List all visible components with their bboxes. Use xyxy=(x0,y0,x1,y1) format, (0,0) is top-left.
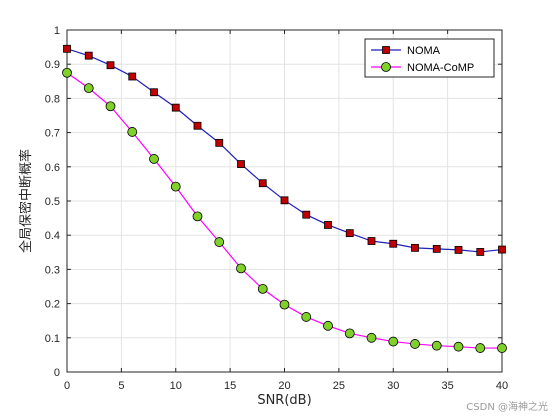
data-point-noma-comp xyxy=(170,181,181,192)
data-point-noma xyxy=(237,160,245,168)
data-point-noma xyxy=(84,51,93,60)
y-tick-label: 0.8 xyxy=(45,93,60,105)
y-tick-label: 0.9 xyxy=(45,59,60,71)
y-tick-label: 0 xyxy=(54,367,60,379)
data-point-noma xyxy=(106,61,115,70)
x-tick-label: 35 xyxy=(442,380,454,392)
x-axis-label: SNR(dB) xyxy=(257,393,311,408)
data-point-noma-comp xyxy=(236,263,246,274)
legend-label-noma: NOMA xyxy=(407,45,441,57)
data-point-noma xyxy=(258,179,267,188)
data-point-noma xyxy=(389,239,398,248)
axis-ticks: 0 5 10 15 20 25 30 35 40 0 0.1 0.2 0.3 0.4 0.5 0.6 0.7 0.… xyxy=(45,25,508,392)
x-tick-label: 40 xyxy=(496,380,508,392)
data-point-noma-comp xyxy=(431,340,442,351)
data-point-noma xyxy=(280,196,289,205)
x-tick-label: 20 xyxy=(278,380,290,392)
data-point-noma xyxy=(324,221,332,229)
data-point-noma xyxy=(302,210,311,219)
data-point-noma-comp xyxy=(257,283,268,294)
y-tick-label: 0.1 xyxy=(45,333,60,345)
data-point-noma-comp xyxy=(127,127,138,137)
data-point-noma xyxy=(367,237,376,245)
data-point-noma xyxy=(215,138,224,147)
x-tick-label: 0 xyxy=(64,380,70,392)
y-tick-label: 0.7 xyxy=(45,128,60,140)
data-point-noma xyxy=(193,121,202,130)
data-point-noma-comp xyxy=(83,83,94,94)
legend-label-noma-comp: NOMA-CoMP xyxy=(407,62,474,74)
x-tick-label: 30 xyxy=(387,380,399,392)
data-point-noma-comp xyxy=(344,328,355,339)
data-point-noma-comp xyxy=(475,343,486,353)
legend-marker-noma-comp xyxy=(381,62,391,72)
data-point-noma-comp xyxy=(149,154,159,164)
y-tick-label: 0.2 xyxy=(45,299,60,311)
series-layer xyxy=(62,44,507,353)
data-point-noma xyxy=(171,103,180,112)
x-tick-label: 10 xyxy=(170,380,182,392)
data-point-noma xyxy=(411,243,419,252)
data-point-noma xyxy=(454,246,463,254)
legend-marker-noma xyxy=(382,46,390,54)
data-point-noma xyxy=(63,44,71,53)
grid xyxy=(67,30,502,372)
data-point-noma-comp xyxy=(323,320,333,331)
x-tick-label: 15 xyxy=(224,380,236,392)
data-point-noma xyxy=(150,88,158,97)
data-point-noma-comp xyxy=(62,67,72,78)
data-point-noma xyxy=(345,229,354,238)
data-point-noma-comp xyxy=(388,336,399,347)
data-point-noma-comp xyxy=(366,332,377,343)
y-tick-label: 1 xyxy=(54,25,60,37)
y-axis-label: 全局保密中断概率 xyxy=(18,149,34,253)
y-tick-label: 0.4 xyxy=(45,230,60,242)
y-tick-label: 0.6 xyxy=(45,162,60,174)
data-point-noma-comp xyxy=(214,237,225,247)
data-point-noma xyxy=(498,245,506,254)
data-point-noma-comp xyxy=(192,211,203,222)
data-point-noma-comp xyxy=(453,341,464,352)
y-tick-label: 0.5 xyxy=(45,196,60,208)
data-point-noma xyxy=(476,248,485,256)
data-point-noma-comp xyxy=(301,312,312,322)
data-point-noma-comp xyxy=(279,299,290,310)
data-point-noma xyxy=(128,72,137,81)
x-tick-label: 25 xyxy=(333,380,345,392)
data-point-noma-comp xyxy=(410,339,420,349)
y-tick-label: 0.3 xyxy=(45,264,60,276)
data-point-noma-comp xyxy=(105,101,116,112)
x-tick-label: 5 xyxy=(118,380,124,392)
legend: NOMA NOMA-CoMP xyxy=(364,38,495,78)
watermark-text: CSDN @海神之光 xyxy=(466,400,548,413)
data-point-noma-comp xyxy=(497,343,507,353)
data-point-noma xyxy=(432,244,441,253)
